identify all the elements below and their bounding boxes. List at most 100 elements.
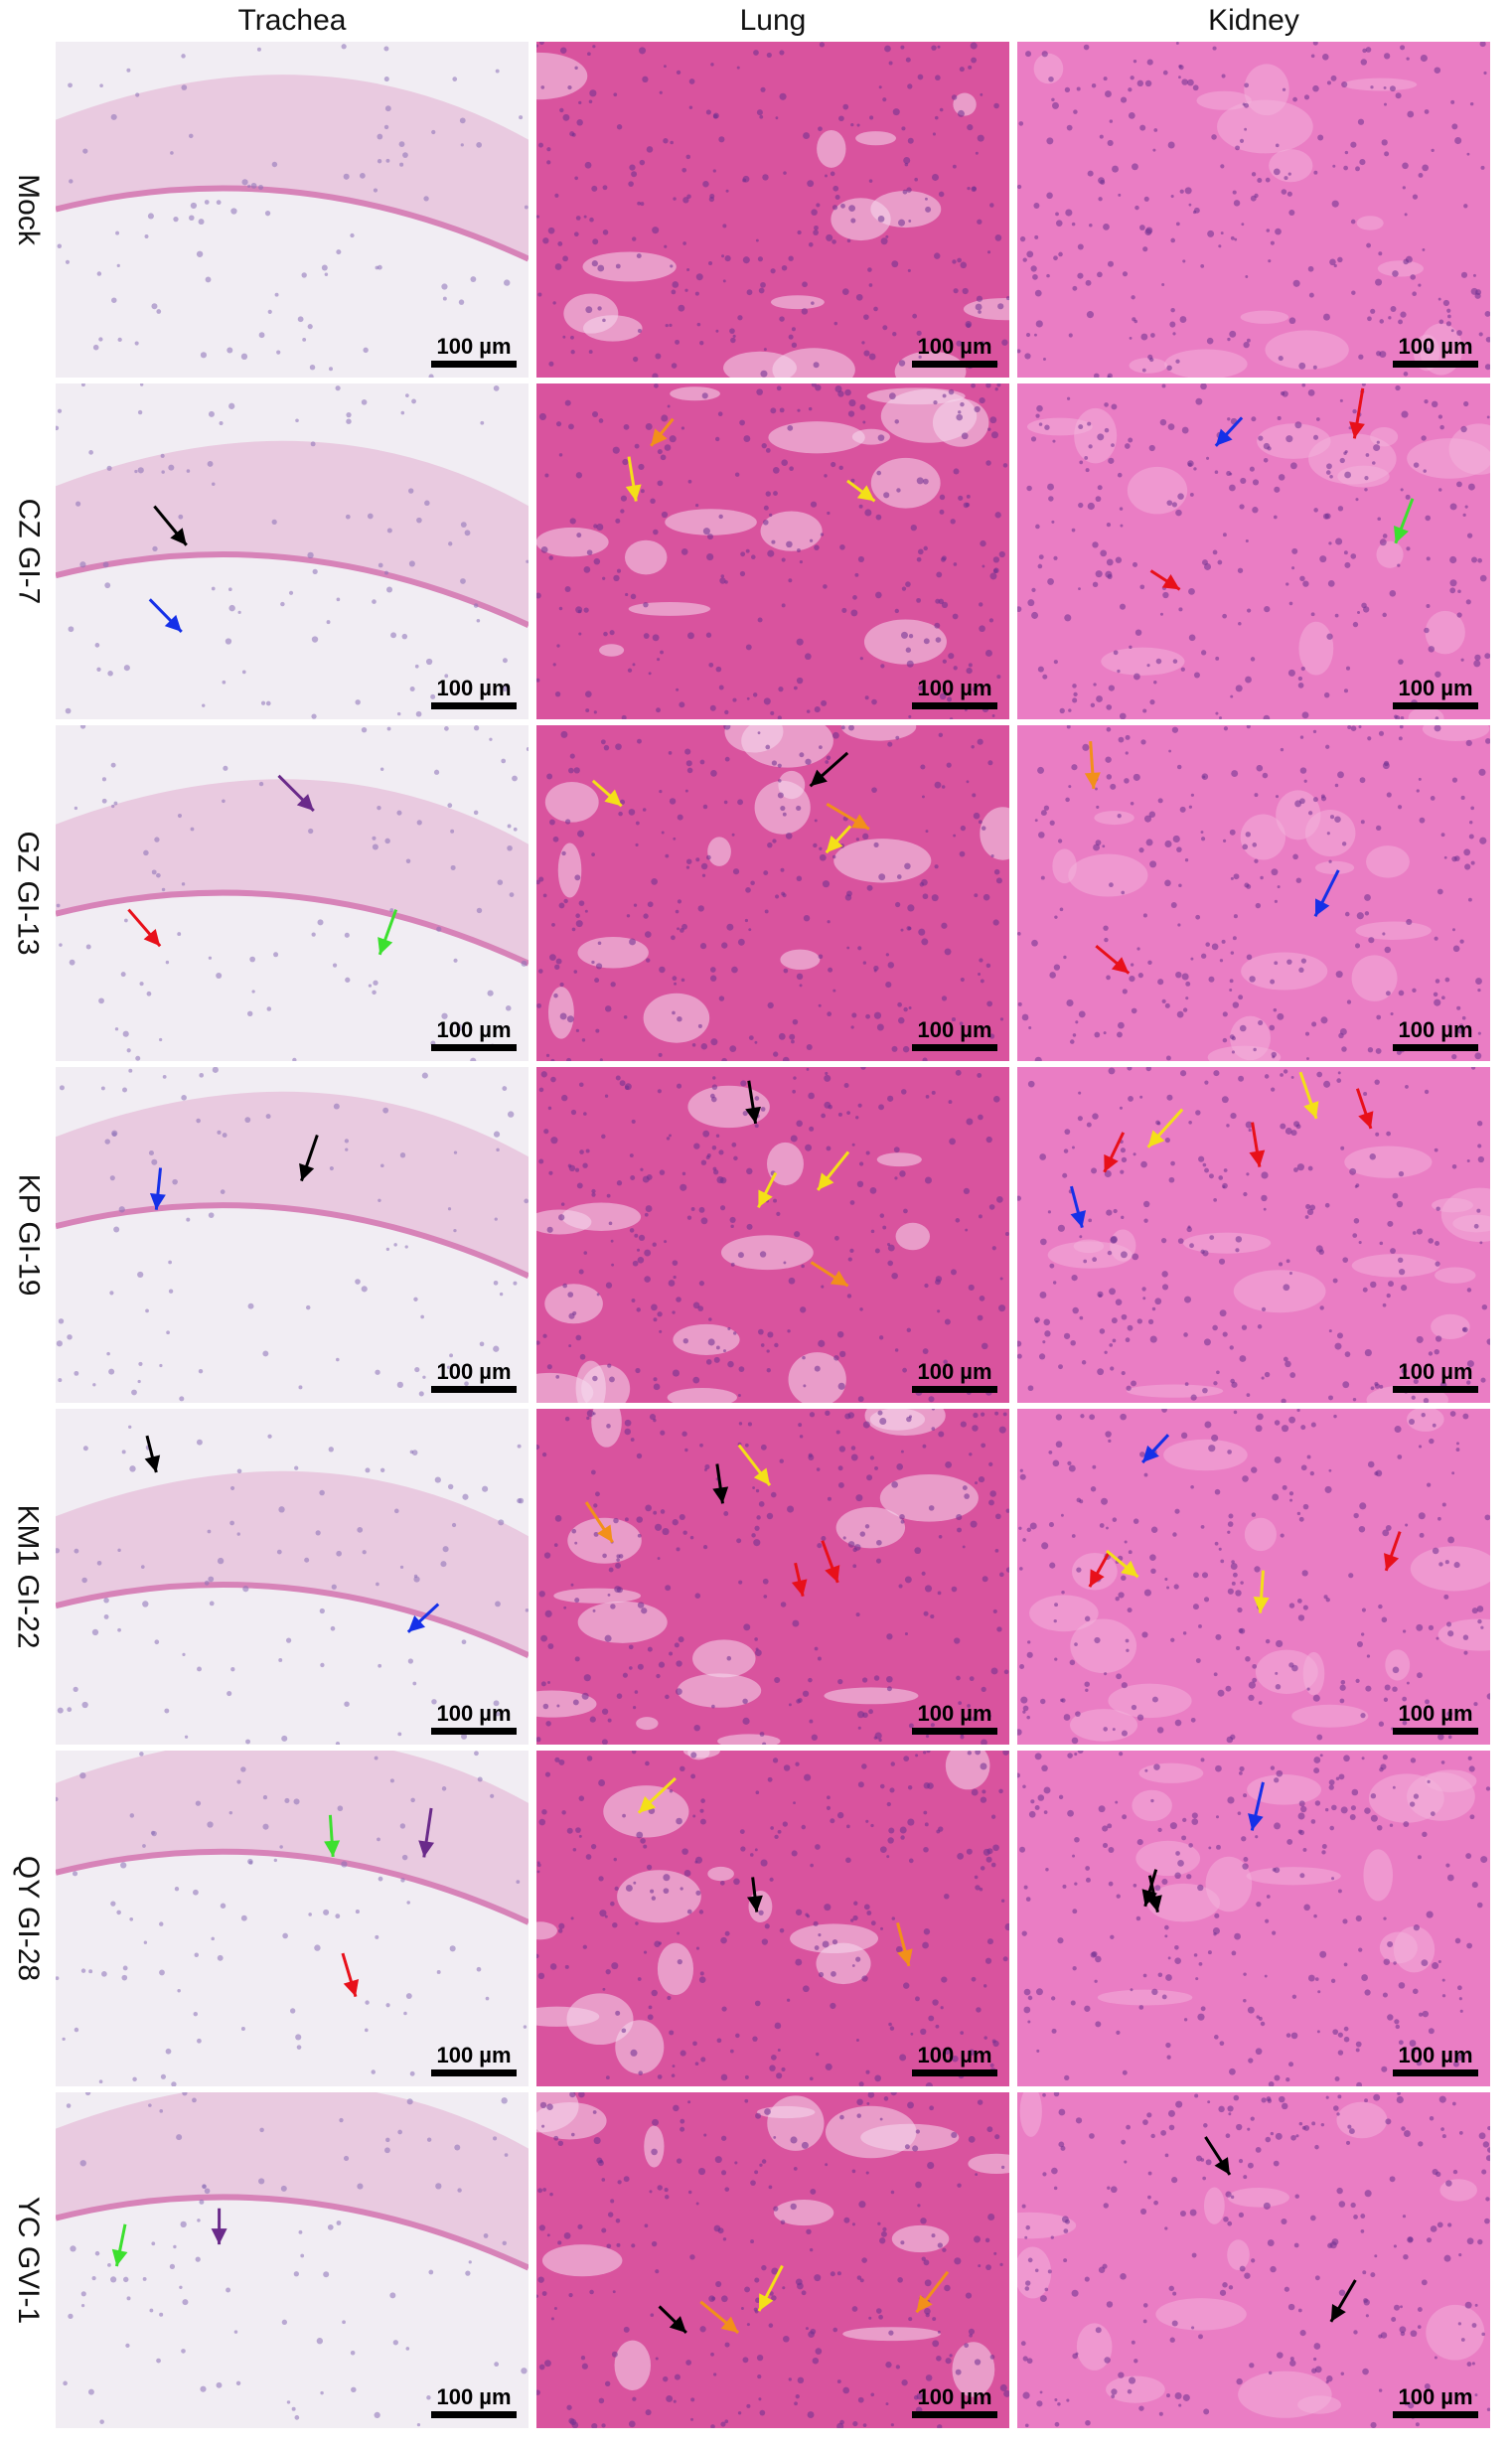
row-label-mock: Mock [12,174,45,245]
scale-bar: 100 µm [912,677,997,709]
black-arrow-icon [745,1080,761,1125]
orange-arrow-icon [810,1261,849,1288]
row-label-qy-gi-28: QY GI-28 [12,1855,46,1982]
arrow-layer [637,1776,913,1967]
scale-bar: 100 µm [1393,1360,1478,1393]
green-arrow-icon [378,909,398,956]
scale-bar: 100 µm [431,2044,517,2076]
black-arrow-icon [153,505,188,546]
scale-bar-line [1393,1386,1478,1393]
scale-bar-label: 100 µm [917,1701,992,1726]
scale-bar: 100 µm [1393,2385,1478,2418]
yellow-arrow-icon [625,456,642,502]
yellow-arrow-icon [825,825,852,854]
arrow-layer [1069,1071,1374,1229]
row-label-yc-gvi-1: YC GVI-1 [12,2196,45,2325]
scale-bar-line [912,702,997,709]
scale-bar-label: 100 µm [1398,1701,1473,1726]
orange-arrow-icon [826,802,870,831]
yellow-arrow-icon [757,1171,778,1209]
red-arrow-icon [1149,569,1181,591]
scale-bar-line [431,361,517,368]
panel-trachea-mock: 100 µm [56,42,529,378]
panel-kidney-kp-gi-19: 100 µm [1017,1067,1490,1403]
tissue-micrograph [536,2092,1009,2428]
scale-bar-line [912,2411,997,2418]
tissue-micrograph [536,1409,1009,1745]
arrow-layer [584,1444,840,1598]
arrow-layer [1088,1434,1402,1613]
scale-bar-label: 100 µm [917,334,992,359]
arrow-layer [591,751,870,854]
tissue-micrograph [536,725,1009,1061]
scale-bar: 100 µm [431,1360,517,1393]
panel-trachea-kp-gi-19: 100 µm [56,1067,529,1403]
scale-bar: 100 µm [431,1018,517,1051]
black-arrow-icon [1329,2279,1357,2323]
purple-arrow-icon [211,2208,227,2245]
red-arrow-icon [791,1562,808,1598]
yellow-arrow-icon [757,2264,784,2312]
scale-bar: 100 µm [1393,335,1478,368]
black-arrow-icon [746,1877,763,1913]
tissue-micrograph [1017,1751,1490,2086]
scale-bar-label: 100 µm [436,1701,512,1726]
tissue-micrograph [536,1751,1009,2086]
scale-bar-label: 100 µm [1398,2384,1473,2409]
arrow-layer [127,774,398,956]
yellow-arrow-icon [1106,1549,1139,1579]
scale-bar-label: 100 µm [917,2043,992,2067]
scale-bar: 100 µm [431,2385,517,2418]
panel-lung-cz-gi-7: 100 µm [536,383,1009,719]
yellow-arrow-icon [846,479,876,503]
orange-arrow-icon [896,1921,913,1967]
scale-bar-line [431,1044,517,1051]
column-header-trachea: Trachea [237,4,347,37]
red-arrow-icon [821,1540,840,1584]
blue-arrow-icon [1313,869,1340,917]
panel-trachea-gz-gi-13: 100 µm [56,725,529,1061]
row-label-km1-gi-22: KM1 GI-22 [12,1504,45,1649]
scale-bar-line [912,1386,997,1393]
scale-bar-label: 100 µm [436,334,512,359]
scale-bar-label: 100 µm [1398,1359,1473,1384]
panel-trachea-qy-gi-28: 100 µm [56,1751,529,2086]
scale-bar: 100 µm [1393,1018,1478,1051]
black-arrow-icon [712,1463,729,1504]
scale-bar-line [431,1728,517,1735]
panel-kidney-cz-gi-7: 100 µm [1017,383,1490,719]
scale-bar-line [912,1728,997,1735]
green-arrow-icon [1394,498,1415,544]
scale-bar: 100 µm [1393,2044,1478,2076]
red-arrow-icon [1088,1550,1112,1588]
blue-arrow-icon [149,1167,166,1210]
yellow-arrow-icon [1298,1071,1319,1120]
scale-bar-line [1393,2069,1478,2076]
blue-arrow-icon [1214,416,1244,447]
red-arrow-icon [1349,387,1365,439]
row-label-gz-gi-13: GZ GI-13 [12,831,45,956]
scale-bar-label: 100 µm [917,1017,992,1042]
red-arrow-icon [1384,1531,1402,1572]
scale-bar-line [1393,361,1478,368]
scale-bar: 100 µm [912,1018,997,1051]
tissue-micrograph [56,725,529,1061]
blue-arrow-icon [1069,1185,1087,1229]
red-arrow-icon [1249,1122,1266,1167]
arrow-layer [1204,2136,1357,2323]
red-arrow-icon [341,1952,360,1998]
row-label-cz-gi-7: CZ GI-7 [12,498,46,605]
scale-bar-line [431,702,517,709]
panel-lung-yc-gvi-1: 100 µm [536,2092,1009,2428]
panel-lung-km1-gi-22: 100 µm [536,1409,1009,1745]
yellow-arrow-icon [816,1150,850,1191]
panel-kidney-yc-gvi-1: 100 µm [1017,2092,1490,2428]
scale-bar-label: 100 µm [917,1359,992,1384]
column-header-kidney: Kidney [1208,4,1299,37]
tissue-micrograph [1017,2092,1490,2428]
scale-bar-label: 100 µm [1398,1017,1473,1042]
green-arrow-icon [324,1814,341,1858]
arrow-layer [56,42,529,378]
arrow-layer [658,2264,950,2335]
black-arrow-icon [809,751,849,788]
